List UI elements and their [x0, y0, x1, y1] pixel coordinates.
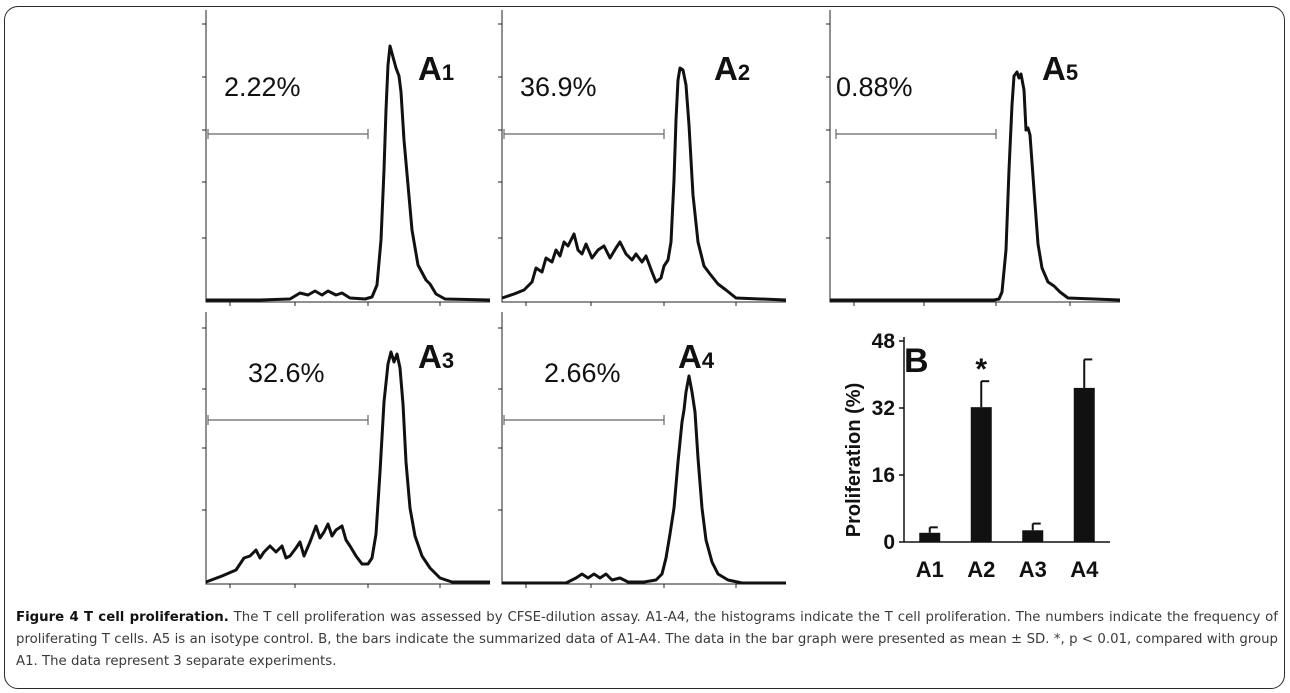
percent-label: 2.22% — [224, 72, 301, 102]
histogram-curve — [830, 70, 1121, 302]
y-tick-label: 48 — [872, 330, 896, 353]
bar-a1 — [919, 532, 941, 542]
figure-frame — [4, 6, 1285, 689]
gate-marker — [207, 129, 369, 139]
bar-a3 — [1022, 530, 1044, 542]
caption-text: The T cell proliferation was assessed by… — [16, 610, 1278, 669]
y-tick-label: 32 — [872, 397, 895, 420]
percent-label: 2.66% — [544, 358, 621, 388]
significance-marker: * — [975, 353, 987, 386]
axes — [829, 10, 1120, 303]
y-ticks — [498, 327, 502, 511]
panel-label: A4 — [678, 338, 715, 375]
y-tick-label: 0 — [883, 531, 895, 554]
x-ticks — [229, 584, 441, 588]
y-ticks — [202, 23, 206, 239]
panel-label: A3 — [418, 338, 454, 375]
x-tick-label: A1 — [916, 557, 944, 582]
gate-marker — [207, 415, 369, 425]
panel-label: A2 — [714, 50, 750, 87]
gate-marker — [835, 129, 997, 139]
panel-label: A1 — [418, 50, 454, 87]
histogram-curve — [502, 374, 786, 585]
x-ticks — [853, 302, 1071, 306]
gate-marker — [503, 415, 665, 425]
bar-a4 — [1073, 387, 1095, 542]
bar-a2 — [970, 407, 992, 542]
caption-title: Figure 4 T cell proliferation. — [16, 610, 229, 625]
histogram-panel-a2: 36.9% A2 — [498, 10, 787, 306]
y-axis-label: Proliferation (%) — [843, 383, 865, 537]
y-ticks — [202, 327, 206, 511]
axes — [205, 312, 490, 585]
percent-label: 0.88% — [836, 72, 913, 102]
axes — [501, 312, 786, 585]
histogram-panel-a5: 0.88% A5 — [826, 10, 1121, 306]
histogram-panel-a3: 32.6% A3 — [202, 312, 490, 588]
bar-chart-b: B Proliferation (%) 0 16 32 48 A1 A2 * A3 A4 — [843, 330, 1110, 582]
x-ticks — [525, 302, 737, 306]
percent-label: 36.9% — [520, 72, 597, 102]
axes — [501, 10, 786, 303]
figure-caption: Figure 4 T cell proliferation. The T cel… — [16, 607, 1278, 673]
x-ticks — [525, 584, 737, 588]
histogram-curve — [205, 350, 490, 584]
y-ticks — [498, 23, 502, 239]
y-ticks — [826, 23, 830, 239]
x-ticks — [229, 302, 441, 306]
panel-label: A5 — [1042, 50, 1078, 87]
percent-label: 32.6% — [248, 358, 325, 388]
x-tick-label: A4 — [1070, 557, 1099, 582]
x-tick-label: A2 — [967, 557, 995, 582]
histogram-panel-a4: 2.66% A4 — [498, 312, 786, 588]
histogram-curve — [206, 44, 491, 302]
histogram-curve — [501, 66, 787, 302]
gate-marker — [503, 129, 665, 139]
histogram-panel-a1: 2.22% A1 — [202, 10, 491, 306]
chart-title: B — [904, 342, 929, 380]
bar-layer: 0 16 32 48 A1 A2 * A3 A4 — [872, 330, 1110, 582]
y-tick-label: 16 — [872, 464, 895, 487]
axes — [205, 10, 490, 303]
x-tick-label: A3 — [1019, 557, 1047, 582]
